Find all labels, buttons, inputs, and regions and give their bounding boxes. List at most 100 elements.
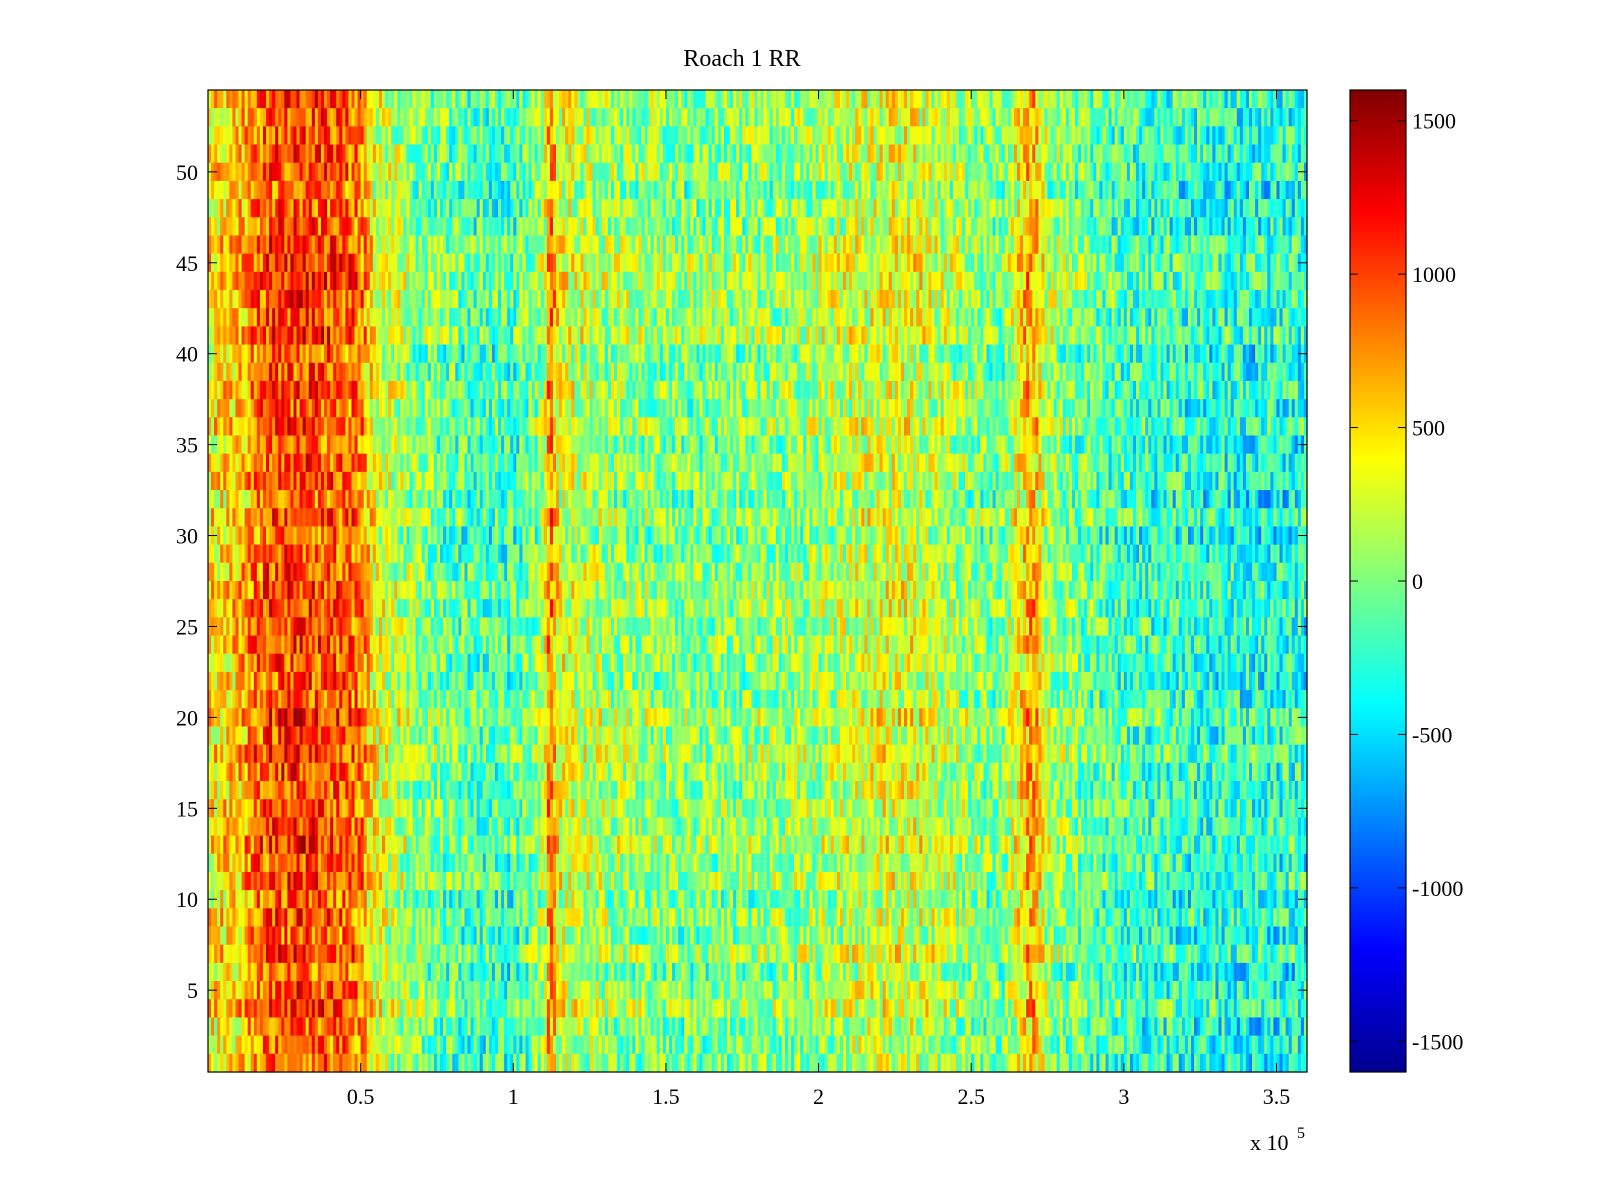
heatmap-cell: [525, 290, 530, 309]
heatmap-cell: [211, 126, 215, 146]
heatmap-cell: [235, 199, 240, 218]
heatmap-cell: [1032, 162, 1036, 182]
heatmap-cell: [1126, 162, 1131, 182]
heatmap-cell: [583, 162, 588, 182]
heatmap-cell: [372, 126, 377, 146]
heatmap-cell: [1081, 108, 1085, 127]
heatmap-cell: [430, 199, 435, 218]
heatmap-cell: [974, 271, 978, 291]
heatmap-cell: [641, 180, 646, 200]
heatmap-cell: [824, 144, 829, 164]
heatmap-cell: [830, 199, 835, 218]
heatmap-cell: [699, 290, 704, 309]
heatmap-cell: [433, 180, 438, 200]
heatmap-cell: [717, 199, 722, 218]
heatmap-cell: [736, 308, 740, 328]
heatmap-cell: [797, 90, 801, 109]
heatmap-cell: [943, 235, 948, 255]
heatmap-cell: [614, 308, 618, 328]
heatmap-cell: [1282, 180, 1287, 200]
heatmap-cell: [672, 308, 676, 328]
heatmap-cell: [696, 199, 701, 218]
heatmap-cell: [351, 308, 356, 328]
heatmap-cell: [577, 199, 582, 218]
heatmap-cell: [668, 217, 673, 237]
heatmap-cell: [1074, 253, 1079, 273]
heatmap-cell: [672, 199, 676, 218]
heatmap-cell: [1169, 108, 1174, 127]
heatmap-cell: [736, 108, 740, 127]
heatmap-cell: [287, 290, 292, 309]
heatmap-cell: [867, 253, 872, 273]
heatmap-cell: [421, 199, 426, 218]
heatmap-cell: [531, 90, 536, 109]
heatmap-cell: [888, 235, 893, 255]
heatmap-cell: [940, 235, 945, 255]
heatmap-cell: [974, 253, 978, 273]
heatmap-cell: [772, 144, 777, 164]
heatmap-cell: [1120, 144, 1125, 164]
heatmap-cell: [284, 326, 288, 346]
heatmap-cell: [791, 235, 795, 255]
heatmap-cell: [513, 199, 517, 218]
heatmap-cell: [986, 108, 991, 127]
heatmap-cell: [1200, 290, 1204, 309]
heatmap-cell: [766, 90, 771, 109]
heatmap-cell: [919, 235, 923, 255]
heatmap-cell: [317, 308, 322, 328]
heatmap-cell: [1050, 308, 1055, 328]
heatmap-cell: [742, 290, 746, 309]
heatmap-cell: [607, 199, 612, 218]
heatmap-cell: [1291, 271, 1296, 291]
heatmap-cell: [1194, 144, 1198, 164]
heatmap-cell: [754, 180, 759, 200]
heatmap-cell: [699, 217, 704, 237]
heatmap-cell: [302, 235, 307, 255]
heatmap-cell: [952, 126, 957, 146]
heatmap-cell: [610, 144, 615, 164]
heatmap-cell: [849, 290, 853, 309]
heatmap-cell: [610, 253, 615, 273]
heatmap-cell: [461, 180, 466, 200]
heatmap-cell: [891, 162, 896, 182]
heatmap-cell: [589, 271, 594, 291]
heatmap-cell: [900, 90, 905, 109]
heatmap-cell: [687, 108, 691, 127]
heatmap-cell: [827, 235, 832, 255]
heatmap-cell: [788, 180, 792, 200]
heatmap-cell: [1190, 217, 1195, 237]
heatmap-cell: [317, 199, 322, 218]
heatmap-cell: [586, 162, 591, 182]
heatmap-cell: [934, 180, 939, 200]
heatmap-cell: [327, 162, 331, 182]
heatmap-cell: [1218, 271, 1223, 291]
heatmap-cell: [971, 235, 975, 255]
heatmap-cell: [1108, 108, 1113, 127]
heatmap-cell: [1074, 90, 1079, 109]
heatmap-cell: [458, 162, 462, 182]
heatmap-cell: [1203, 144, 1207, 164]
heatmap-cell: [443, 290, 447, 309]
heatmap-cell: [290, 108, 295, 127]
heatmap-cell: [714, 144, 719, 164]
heatmap-cell: [418, 144, 423, 164]
heatmap-cell: [1187, 108, 1192, 127]
heatmap-cell: [278, 217, 282, 237]
heatmap-cell: [1148, 126, 1152, 146]
heatmap-cell: [464, 290, 469, 309]
heatmap-cell: [720, 235, 725, 255]
heatmap-cell: [1172, 253, 1177, 273]
heatmap-cell: [665, 108, 670, 127]
heatmap-cell: [501, 271, 505, 291]
heatmap-cell: [983, 126, 988, 146]
heatmap-cell: [586, 108, 591, 127]
heatmap-cell: [723, 199, 728, 218]
heatmap-cell: [391, 126, 395, 146]
heatmap-cell: [717, 290, 722, 309]
heatmap-cell: [250, 217, 255, 237]
heatmap-cell: [510, 290, 514, 309]
heatmap-cell: [714, 90, 719, 109]
heatmap-cell: [229, 290, 234, 309]
heatmap-cell: [949, 271, 954, 291]
heatmap-cell: [537, 180, 542, 200]
